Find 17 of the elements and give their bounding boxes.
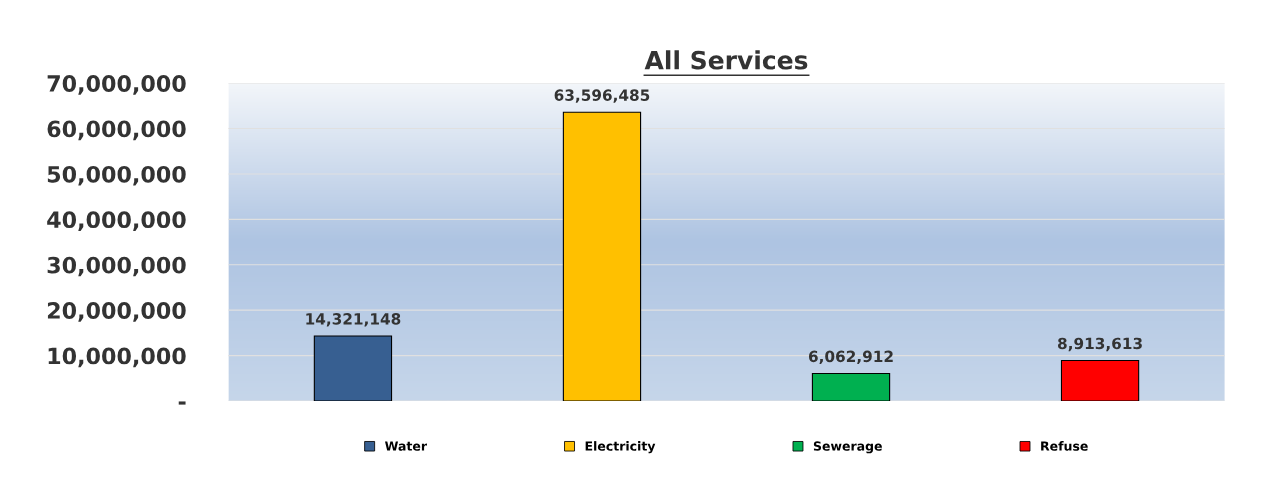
chart-title: All Services [644,50,808,70]
legend-label: Electricity [585,441,656,454]
legend-label: Water [385,441,427,451]
y-tick-label: 20,000,000 [47,302,186,322]
y-tick-label: 30,000,000 [47,256,186,277]
data-label: 63,596,485 [554,89,650,103]
y-tick-label: 40,000,000 [47,211,186,231]
y-tick-label: - [178,401,186,405]
legend-label: Refuse [1041,441,1088,451]
y-tick-label: 60,000,000 [47,120,186,141]
data-label: 8,913,613 [1057,337,1142,352]
y-tick-label: 70,000,000 [47,75,186,95]
data-label: 6,062,912 [808,350,893,365]
data-label: 14,321,148 [306,313,401,327]
y-tick-label: 50,000,000 [47,165,186,186]
y-tick-label: 10,000,000 [48,347,186,368]
legend-label: Sewerage [813,441,882,454]
